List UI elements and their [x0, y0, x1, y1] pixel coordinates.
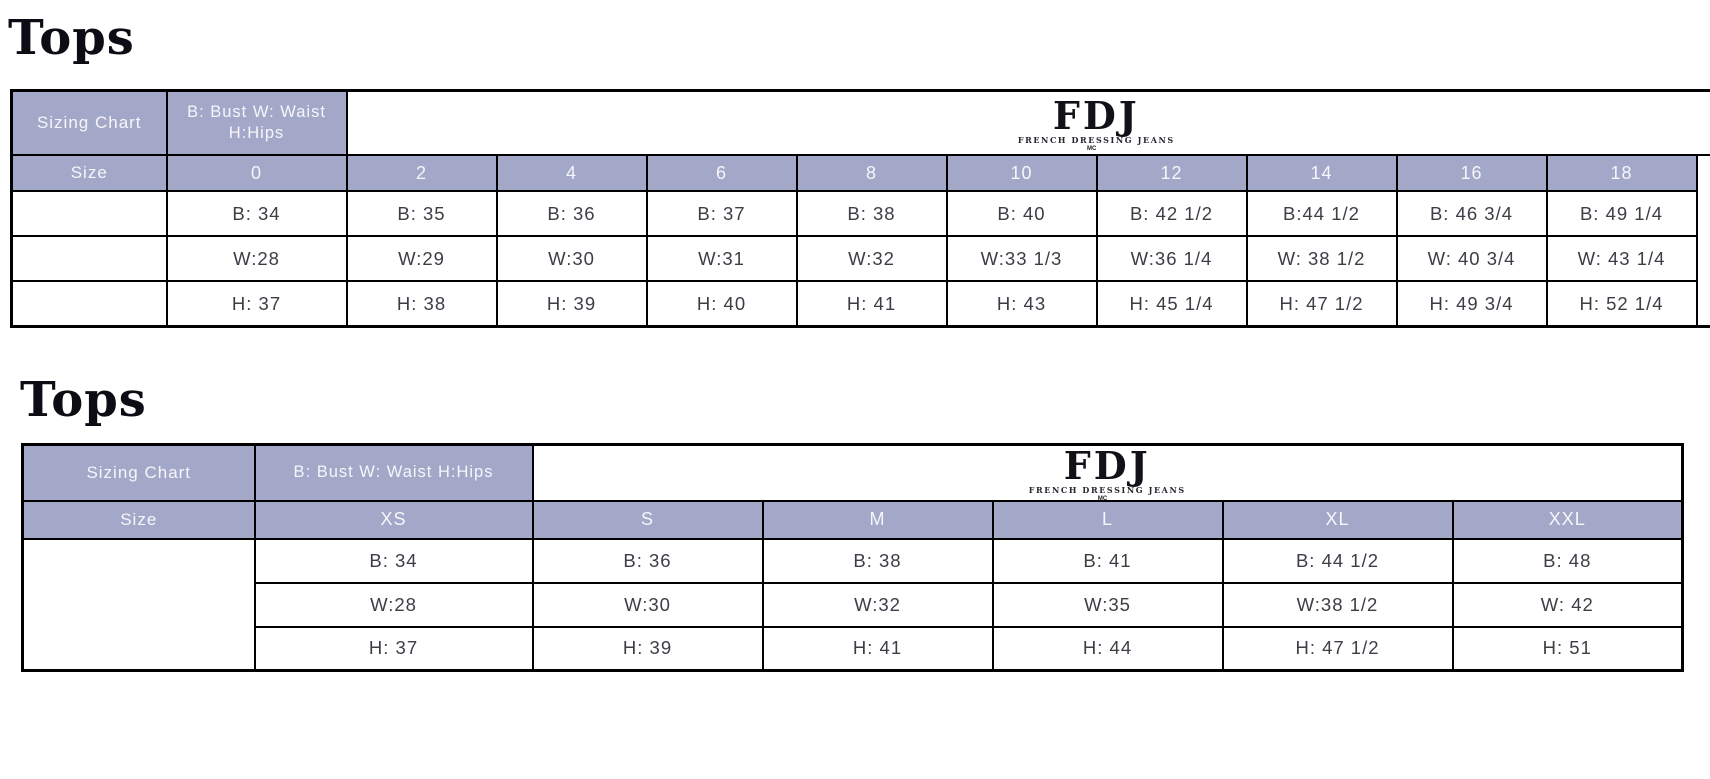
- waist-cell: W: 43 1/4: [1547, 236, 1697, 281]
- hips-cell: H: 52 1/4: [1547, 281, 1697, 326]
- hips-cell: H: 47 1/2: [1247, 281, 1397, 326]
- hips-cell: H: 41: [763, 627, 993, 671]
- bust-cell: B: 37: [647, 191, 797, 236]
- fdj-logo-text: FDJ: [1029, 448, 1186, 484]
- chart1-sizing-chart-label: Sizing Chart: [12, 90, 167, 155]
- fdj-logo: FDJ FRENCH DRESSING JEANS MC: [1029, 448, 1186, 494]
- bust-cell: B: 46 3/4: [1397, 191, 1547, 236]
- waist-cell: W: 38 1/2: [1247, 236, 1397, 281]
- chart2-logo-cell: FDJ FRENCH DRESSING JEANS MC: [533, 444, 1683, 501]
- chart2-size-label: Size: [23, 501, 255, 539]
- chart1-waist-row-label-cell: [12, 236, 167, 281]
- size-header-cell: 6: [647, 155, 797, 191]
- size-header-cell: 0: [167, 155, 347, 191]
- waist-cell: W:30: [497, 236, 647, 281]
- size-header-cell: 14: [1247, 155, 1397, 191]
- chart1-hips-row: H: 37 H: 38 H: 39 H: 40 H: 41 H: 43 H: 4…: [12, 281, 1710, 326]
- chart1-header-row: Sizing Chart B: Bust W: Waist H:Hips FDJ…: [12, 90, 1710, 155]
- bust-cell: B: 42 1/2: [1097, 191, 1247, 236]
- waist-cell: W: 40 3/4: [1397, 236, 1547, 281]
- size-header-cell: 8: [797, 155, 947, 191]
- hips-cell: H: 49 3/4: [1397, 281, 1547, 326]
- hips-cell: H: 37: [167, 281, 347, 326]
- bust-cell: B: 44 1/2: [1223, 539, 1453, 583]
- chart1-size-label: Size: [12, 155, 167, 191]
- waist-cell: W:31: [647, 236, 797, 281]
- hips-cell: H: 38: [347, 281, 497, 326]
- numeric-chart-title: Tops: [8, 12, 1710, 65]
- chart2-waist-row: W:28 W:30 W:32 W:35 W:38 1/2 W: 42: [23, 583, 1683, 627]
- bust-cell: B: 36: [533, 539, 763, 583]
- fdj-trademark-mark: MC: [1087, 146, 1096, 152]
- hips-cell: H: 39: [497, 281, 647, 326]
- waist-cell: W:33 1/3: [947, 236, 1097, 281]
- fdj-logo-tagline: FRENCH DRESSING JEANS: [1018, 136, 1175, 144]
- fdj-logo: FDJ FRENCH DRESSING JEANS MC: [1018, 98, 1175, 144]
- waist-cell: W:32: [797, 236, 947, 281]
- size-header-cell: 2: [347, 155, 497, 191]
- chart1-size-row: Size 0 2 4 6 8 10 12 14 16 18: [12, 155, 1710, 191]
- fdj-logo-text: FDJ: [1018, 98, 1175, 134]
- chart1-bust-row-label-cell: [12, 191, 167, 236]
- size-header-cell: XL: [1223, 501, 1453, 539]
- size-header-cell: S: [533, 501, 763, 539]
- fdj-logo-tagline: FRENCH DRESSING JEANS: [1029, 486, 1186, 494]
- alpha-chart-title: Tops: [20, 374, 1710, 427]
- bust-cell: B: 38: [763, 539, 993, 583]
- waist-cell: W:29: [347, 236, 497, 281]
- bust-cell: B: 35: [347, 191, 497, 236]
- size-header-cell: 18: [1547, 155, 1697, 191]
- bust-cell: B: 49 1/4: [1547, 191, 1697, 236]
- waist-cell: W:30: [533, 583, 763, 627]
- size-header-cell: 16: [1397, 155, 1547, 191]
- chart1-waist-row: W:28 W:29 W:30 W:31 W:32 W:33 1/3 W:36 1…: [12, 236, 1710, 281]
- size-header-cell: 12: [1097, 155, 1247, 191]
- size-header-cell: L: [993, 501, 1223, 539]
- bust-cell: B: 36: [497, 191, 647, 236]
- size-header-cell: 4: [497, 155, 647, 191]
- numeric-size-chart-table: Sizing Chart B: Bust W: Waist H:Hips FDJ…: [10, 89, 1710, 328]
- bust-cell: B: 34: [167, 191, 347, 236]
- hips-cell: H: 37: [255, 627, 533, 671]
- size-header-cell: 10: [947, 155, 1097, 191]
- waist-cell: W: 42: [1453, 583, 1683, 627]
- bust-cell: B: 34: [255, 539, 533, 583]
- hips-cell: H: 40: [647, 281, 797, 326]
- chart2-size-row: Size XS S M L XL XXL: [23, 501, 1683, 539]
- chart1-logo-cell: FDJ FRENCH DRESSING JEANS MC: [347, 90, 1710, 155]
- hips-cell: H: 44: [993, 627, 1223, 671]
- hips-cell: H: 41: [797, 281, 947, 326]
- chart2-bust-row: B: 34 B: 36 B: 38 B: 41 B: 44 1/2 B: 48: [23, 539, 1683, 583]
- waist-cell: W:36 1/4: [1097, 236, 1247, 281]
- chart2-legend-label: B: Bust W: Waist H:Hips: [255, 444, 533, 501]
- hips-cell: H: 39: [533, 627, 763, 671]
- chart2-sizing-chart-label: Sizing Chart: [23, 444, 255, 501]
- chart1-hips-row-label-cell: [12, 281, 167, 326]
- chart1-legend-label: B: Bust W: Waist H:Hips: [167, 90, 347, 155]
- chart1-bust-row: B: 34 B: 35 B: 36 B: 37 B: 38 B: 40 B: 4…: [12, 191, 1710, 236]
- hips-cell: H: 43: [947, 281, 1097, 326]
- waist-cell: W:28: [255, 583, 533, 627]
- hips-cell: H: 47 1/2: [1223, 627, 1453, 671]
- bust-cell: B: 48: [1453, 539, 1683, 583]
- chart2-hips-row: H: 37 H: 39 H: 41 H: 44 H: 47 1/2 H: 51: [23, 627, 1683, 671]
- hips-cell: H: 45 1/4: [1097, 281, 1247, 326]
- alpha-size-chart-table: Sizing Chart B: Bust W: Waist H:Hips FDJ…: [21, 443, 1684, 673]
- chart2-measure-label-cell: [23, 539, 255, 671]
- bust-cell: B: 38: [797, 191, 947, 236]
- bust-cell: B: 41: [993, 539, 1223, 583]
- bust-cell: B: 40: [947, 191, 1097, 236]
- size-header-cell: XXL: [1453, 501, 1683, 539]
- size-header-cell: M: [763, 501, 993, 539]
- waist-cell: W:32: [763, 583, 993, 627]
- waist-cell: W:35: [993, 583, 1223, 627]
- waist-cell: W:28: [167, 236, 347, 281]
- chart2-header-row: Sizing Chart B: Bust W: Waist H:Hips FDJ…: [23, 444, 1683, 501]
- size-header-cell: XS: [255, 501, 533, 539]
- hips-cell: H: 51: [1453, 627, 1683, 671]
- bust-cell: B:44 1/2: [1247, 191, 1397, 236]
- waist-cell: W:38 1/2: [1223, 583, 1453, 627]
